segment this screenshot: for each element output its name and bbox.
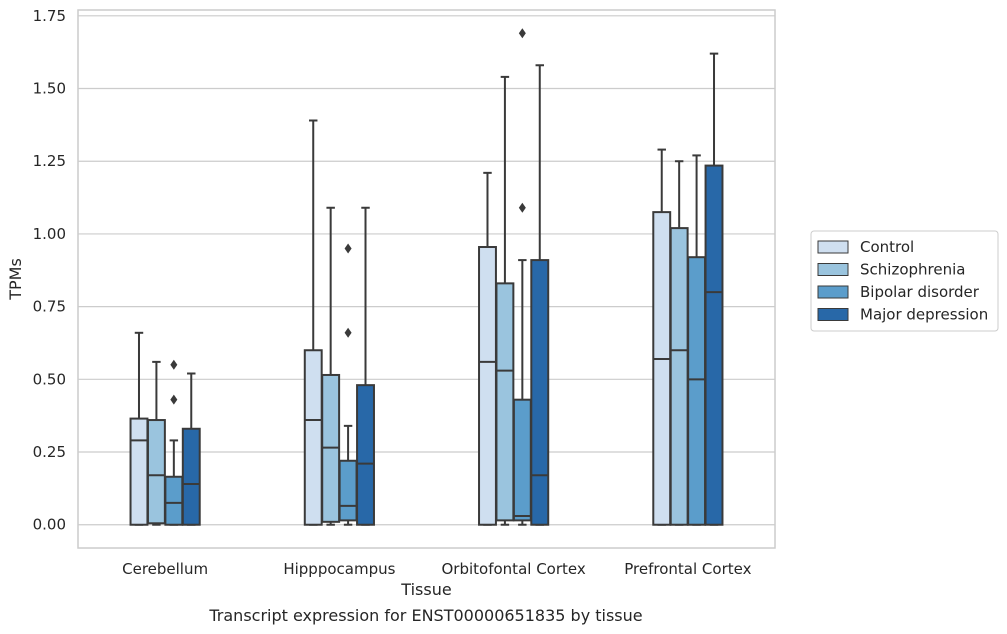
y-tick-label: 1.25 (33, 152, 66, 170)
y-tick-label: 1.75 (33, 7, 66, 25)
box-schizophrenia (146, 360, 166, 526)
legend-swatch (817, 263, 849, 276)
box-major-depression (530, 64, 550, 526)
box-bipolar-disorder (338, 243, 358, 526)
figure-caption: Transcript expression for ENST0000065183… (209, 606, 643, 625)
box-iqr (164, 475, 184, 526)
legend-frame (810, 230, 999, 332)
y-tick-label: 0.00 (33, 516, 66, 534)
x-tick-label: Prefrontal Cortex (624, 560, 751, 578)
box-control (303, 119, 323, 526)
y-tick-label: 1.50 (33, 80, 66, 98)
box-control (478, 171, 497, 526)
y-tick-label: 0.25 (33, 443, 66, 461)
box-iqr (356, 384, 375, 526)
box-iqr (338, 459, 358, 522)
box-iqr (687, 256, 707, 526)
box-bipolar-disorder (164, 359, 184, 526)
box-iqr (495, 282, 515, 522)
box-iqr (181, 427, 201, 526)
legend-swatch (817, 285, 849, 299)
legend-label: Bipolar disorder (860, 283, 980, 301)
legend-swatch (817, 240, 849, 254)
box-iqr (478, 246, 497, 526)
legend-label: Control (860, 238, 914, 256)
box-iqr (704, 164, 724, 526)
x-tick-labels: Cerebellum Hipppocampus Orbitofontal Corte… (122, 560, 751, 578)
outlier-point (518, 202, 526, 213)
x-tick-label: Orbitofontal Cortex (442, 560, 586, 578)
box-schizophrenia (669, 160, 689, 526)
box-control (129, 331, 149, 526)
box-bipolar-disorder (687, 154, 707, 526)
legend-label: Major depression (860, 306, 988, 324)
plot-frame (77, 9, 776, 549)
outlier-point (344, 327, 352, 338)
box-iqr (129, 417, 149, 526)
box-iqr (669, 227, 689, 526)
box-major-depression (356, 206, 375, 526)
outlier-point (170, 394, 178, 405)
y-tick-label: 0.75 (33, 298, 66, 316)
box-schizophrenia (321, 206, 341, 526)
box-control (652, 148, 672, 526)
box-bipolar-disorder (512, 28, 532, 526)
y-axis-label: TPMs (6, 258, 25, 301)
box-iqr (530, 259, 550, 526)
box-iqr (146, 419, 166, 525)
y-tick-labels: 0.00 0.25 0.50 0.75 1.00 1.25 1.50 1.75 (33, 7, 66, 534)
legend-swatch (817, 308, 849, 321)
x-tick-label: Cerebellum (122, 560, 208, 578)
box-major-depression (704, 52, 724, 526)
outlier-point (344, 243, 352, 254)
box-iqr (303, 349, 323, 526)
legend: Control Schizophrenia Bipolar disorder Majo… (810, 230, 999, 332)
outlier-point (518, 28, 526, 39)
box-schizophrenia (495, 75, 515, 526)
y-tick-label: 1.00 (33, 225, 66, 243)
legend-label: Schizophrenia (860, 261, 965, 279)
box-major-depression (181, 372, 201, 526)
box-iqr (512, 398, 532, 522)
box-iqr (652, 211, 672, 526)
x-axis-label: Tissue (400, 580, 451, 599)
y-tick-label: 0.50 (33, 370, 66, 388)
x-tick-label: Hipppocampus (283, 560, 395, 578)
outlier-point (170, 359, 178, 370)
box-layer (129, 28, 724, 526)
